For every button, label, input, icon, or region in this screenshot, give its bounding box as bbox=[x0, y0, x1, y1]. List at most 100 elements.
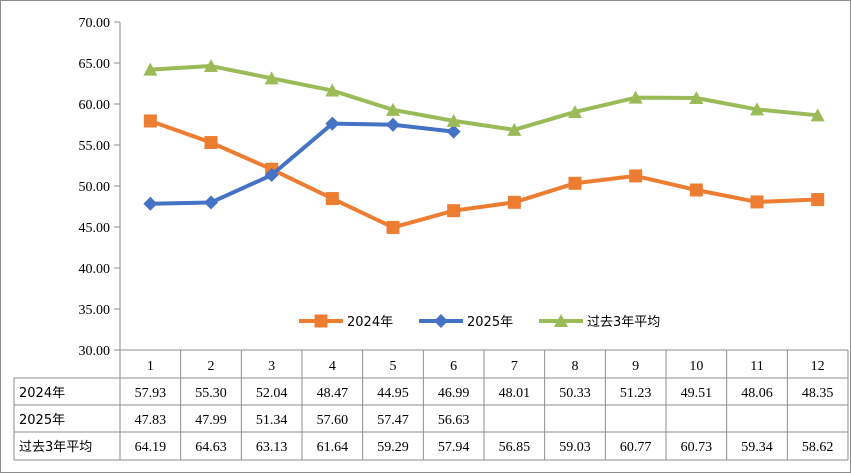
table-row-label: 2025年 bbox=[19, 413, 65, 428]
x-tick-label: 7 bbox=[511, 359, 518, 374]
table-cell-value: 52.04 bbox=[256, 386, 288, 401]
table-cell-value: 56.85 bbox=[499, 440, 531, 455]
legend-marker bbox=[314, 314, 328, 328]
table-cell-value: 64.19 bbox=[135, 440, 167, 455]
x-tick-label: 10 bbox=[689, 359, 703, 374]
data-point bbox=[689, 183, 703, 197]
table-cell-value: 63.13 bbox=[256, 440, 288, 455]
data-point bbox=[264, 71, 279, 85]
series-line bbox=[150, 121, 454, 206]
table-cell-value: 46.99 bbox=[438, 386, 470, 401]
table-row-label: 过去3年平均 bbox=[19, 440, 92, 455]
table-cell-value: 48.47 bbox=[317, 386, 349, 401]
legend-marker bbox=[434, 314, 448, 328]
data-point bbox=[264, 168, 279, 183]
table-cell-value: 60.77 bbox=[620, 440, 652, 455]
series-1 bbox=[143, 116, 461, 211]
table-cell-value: 50.33 bbox=[559, 386, 591, 401]
table-cell-value: 51.34 bbox=[256, 413, 288, 428]
data-point bbox=[204, 136, 218, 150]
data-point bbox=[568, 176, 582, 190]
table-cell-value: 57.47 bbox=[377, 413, 409, 428]
x-tick-label: 8 bbox=[572, 359, 579, 374]
table-cell-value: 49.51 bbox=[681, 386, 713, 401]
table-row-label: 2024年 bbox=[19, 386, 65, 401]
data-point bbox=[204, 59, 218, 73]
data-point bbox=[325, 83, 340, 97]
table-cell-value: 48.35 bbox=[802, 386, 834, 401]
legend-label: 2025年 bbox=[467, 315, 513, 330]
x-tick-label: 4 bbox=[329, 359, 336, 374]
legend-marker bbox=[554, 314, 568, 327]
data-point bbox=[143, 62, 158, 76]
table-cell-value: 59.34 bbox=[741, 440, 773, 455]
data-point bbox=[810, 108, 825, 122]
y-tick-label: 65.00 bbox=[79, 57, 111, 72]
data-point bbox=[325, 192, 339, 206]
series-lines bbox=[143, 59, 825, 234]
x-tick-label: 12 bbox=[811, 359, 825, 374]
table-cell-value: 56.63 bbox=[438, 413, 470, 428]
y-tick-label: 70.00 bbox=[79, 16, 111, 31]
table-cell-value: 59.29 bbox=[377, 440, 409, 455]
data-point bbox=[689, 91, 704, 105]
x-tick-label: 9 bbox=[632, 359, 639, 374]
x-tick-label: 1 bbox=[147, 359, 154, 374]
legend-item: 2025年 bbox=[419, 314, 513, 330]
table-cell-value: 57.94 bbox=[438, 440, 470, 455]
series-0 bbox=[143, 114, 825, 234]
data-point bbox=[447, 204, 461, 218]
data-point bbox=[750, 102, 764, 116]
y-tick-label: 50.00 bbox=[79, 180, 111, 195]
y-tick-label: 40.00 bbox=[79, 262, 111, 277]
legend: 2024年 2025年 过去3年平均 bbox=[299, 314, 660, 330]
x-tick-label: 6 bbox=[450, 359, 457, 374]
legend-label: 过去3年平均 bbox=[587, 315, 660, 330]
data-point bbox=[386, 220, 400, 234]
data-point bbox=[446, 113, 461, 127]
y-tick-label: 60.00 bbox=[79, 98, 111, 113]
data-point bbox=[507, 195, 521, 209]
data-point bbox=[446, 124, 461, 139]
y-tick-label: 55.00 bbox=[79, 139, 111, 154]
table-cell-value: 47.83 bbox=[135, 413, 167, 428]
table-cell-value: 59.03 bbox=[559, 440, 591, 455]
data-point bbox=[629, 169, 643, 183]
table-cell-value: 60.73 bbox=[681, 440, 713, 455]
data-point bbox=[750, 195, 764, 209]
legend-item: 过去3年平均 bbox=[539, 314, 660, 330]
x-tick-label: 3 bbox=[268, 359, 275, 374]
data-point bbox=[325, 116, 340, 131]
table-cell-value: 48.01 bbox=[499, 386, 531, 401]
series-line bbox=[149, 119, 818, 230]
legend-label: 2024年 bbox=[347, 315, 393, 330]
table-cell-value: 58.62 bbox=[802, 440, 834, 455]
series-line bbox=[150, 64, 818, 132]
data-point bbox=[386, 117, 400, 132]
data-point bbox=[628, 90, 643, 104]
table-cell-value: 55.30 bbox=[195, 386, 227, 401]
table-cell-value: 47.99 bbox=[195, 413, 227, 428]
data-point bbox=[204, 195, 218, 210]
table-cell-value: 57.60 bbox=[317, 413, 349, 428]
x-tick-label: 11 bbox=[750, 359, 763, 374]
table-cell-value: 51.23 bbox=[620, 386, 652, 401]
table-cell-value: 44.95 bbox=[377, 386, 409, 401]
x-tick-label: 5 bbox=[390, 359, 397, 374]
x-tick-label: 2 bbox=[208, 359, 215, 374]
y-tick-label: 30.00 bbox=[79, 344, 111, 359]
table-cell-value: 48.06 bbox=[741, 386, 773, 401]
table-cell-value: 64.63 bbox=[195, 440, 227, 455]
data-point bbox=[143, 196, 158, 211]
y-tick-label: 35.00 bbox=[79, 303, 111, 318]
y-axis: 30.00 35.00 40.00 45.00 50.00 55.00 60.00 65.00… bbox=[79, 16, 121, 359]
y-tick-label: 45.00 bbox=[79, 221, 111, 236]
data-point bbox=[811, 193, 825, 207]
data-point bbox=[507, 122, 522, 136]
data-point bbox=[568, 104, 582, 118]
legend-item: 2024年 bbox=[299, 314, 393, 330]
table-cell-value: 61.64 bbox=[317, 440, 349, 455]
